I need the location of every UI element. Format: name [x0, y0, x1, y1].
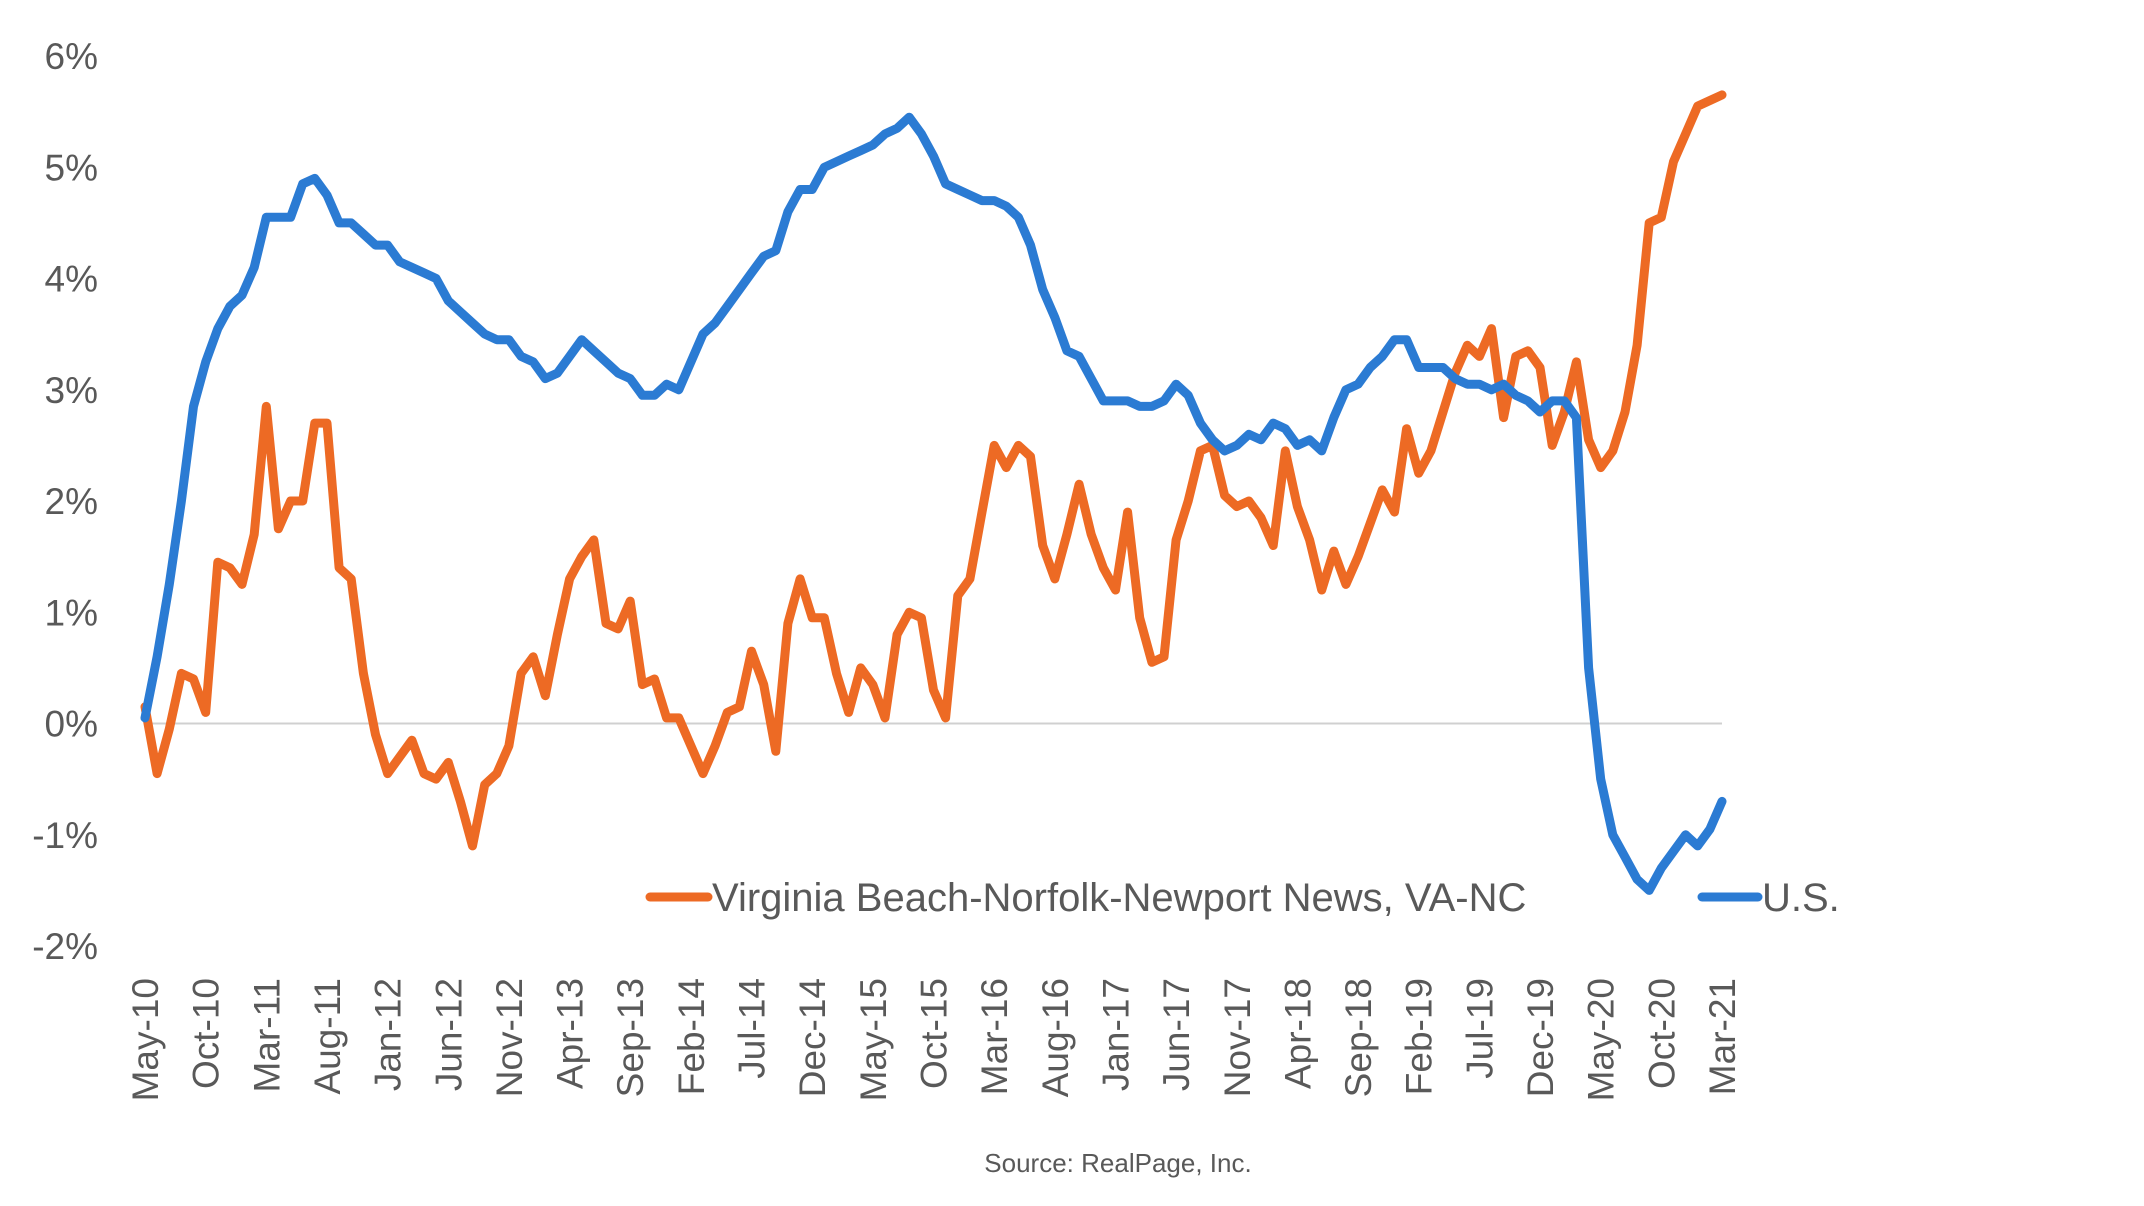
- x-tick-label: Jul-19: [1459, 978, 1500, 1079]
- legend: Virginia Beach-Norfolk-Newport News, VA-…: [645, 876, 1840, 920]
- y-tick-label: 3%: [45, 370, 98, 411]
- y-tick-label: 1%: [45, 592, 98, 633]
- x-tick-label: Oct-15: [914, 978, 955, 1089]
- x-tick-label: Aug-16: [1035, 978, 1076, 1097]
- x-tick-label: Feb-19: [1399, 978, 1440, 1095]
- x-tick-label: Apr-18: [1277, 978, 1318, 1089]
- x-tick-label: Feb-14: [671, 978, 712, 1095]
- legend-label-us: U.S.: [1762, 876, 1840, 920]
- x-tick-label: Mar-16: [974, 978, 1015, 1095]
- series-line-virginia-beach: [140, 90, 1727, 851]
- y-tick-label: -1%: [32, 815, 98, 856]
- x-tick-label: Jul-14: [732, 978, 773, 1079]
- x-tick-label: Sep-18: [1338, 978, 1379, 1097]
- x-tick-label: Jun-17: [1156, 978, 1197, 1091]
- x-tick-label: Sep-13: [610, 978, 651, 1097]
- y-axis-ticks: 6% 5% 4% 3% 2% 1% 0% -1% -2%: [32, 36, 98, 967]
- y-tick-label: -2%: [32, 926, 98, 967]
- x-tick-label: Mar-11: [246, 978, 287, 1092]
- series-line-us: [140, 112, 1727, 895]
- x-tick-label: May-10: [125, 978, 166, 1101]
- legend-label-virginia-beach: Virginia Beach-Norfolk-Newport News, VA-…: [712, 876, 1526, 920]
- x-tick-label: Dec-19: [1520, 978, 1561, 1097]
- x-tick-label: Apr-13: [550, 978, 591, 1089]
- x-tick-label: Aug-11: [307, 978, 348, 1095]
- x-tick-label: May-20: [1581, 978, 1622, 1101]
- series-layer: [140, 90, 1727, 895]
- y-tick-label: 0%: [45, 704, 98, 745]
- x-tick-label: May-15: [853, 978, 894, 1101]
- x-tick-label: Mar-21: [1702, 978, 1743, 1095]
- x-tick-label: Oct-10: [186, 978, 227, 1089]
- x-axis-ticks: May-10 Oct-10 Mar-11 Aug-11 Jan-12 Jun-12 Nov-…: [125, 978, 1743, 1101]
- source-note: Source: RealPage, Inc.: [984, 1148, 1251, 1178]
- x-tick-label: Oct-20: [1641, 978, 1682, 1089]
- x-tick-label: Nov-12: [489, 978, 530, 1097]
- x-tick-label: Dec-14: [792, 978, 833, 1097]
- x-tick-label: Jun-12: [428, 978, 469, 1091]
- x-tick-label: Nov-17: [1217, 978, 1258, 1097]
- x-tick-label: Jan-12: [368, 978, 409, 1091]
- y-tick-label: 2%: [45, 481, 98, 522]
- x-tick-label: Jan-17: [1096, 978, 1137, 1091]
- y-tick-label: 6%: [45, 36, 98, 77]
- y-tick-label: 4%: [45, 259, 98, 300]
- y-tick-label: 5%: [45, 147, 98, 188]
